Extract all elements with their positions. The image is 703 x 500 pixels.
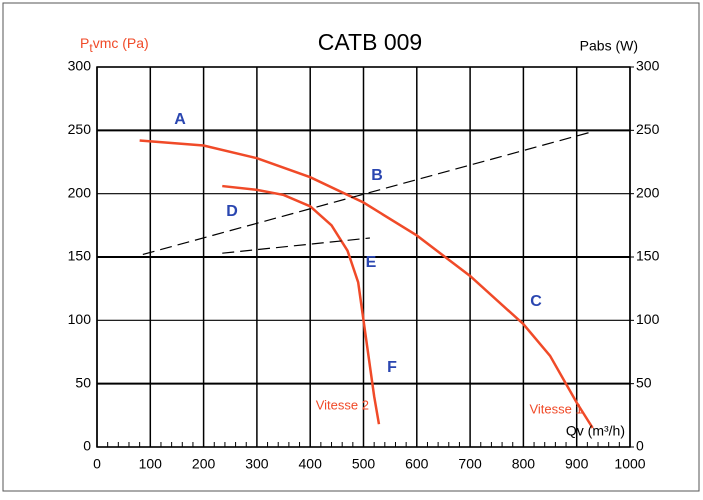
y-tick-label: 100	[68, 311, 92, 327]
curve-label: Vitesse 1	[529, 401, 582, 416]
point-label: D	[226, 203, 238, 220]
y2-tick-label: 300	[636, 58, 660, 74]
y-tick-label: 250	[68, 121, 92, 137]
frame	[2, 2, 700, 492]
x-tick-label: 900	[565, 456, 589, 472]
label-part: vmc (Pa)	[93, 35, 149, 51]
label-sub: t	[89, 41, 93, 55]
label-part: P	[80, 35, 89, 51]
x-axis-label: Qv (m³/h)	[566, 423, 625, 439]
point-label: C	[530, 293, 542, 310]
y2-tick-label: 200	[636, 184, 660, 200]
x-tick-label: 600	[405, 456, 429, 472]
x-tick-label: 100	[139, 456, 163, 472]
x-tick-label: 700	[458, 456, 482, 472]
y2-axis-label: Pabs (W)	[580, 38, 638, 54]
y2-tick-label: 150	[636, 248, 660, 264]
y-tick-label: 0	[83, 438, 91, 454]
plot-frame	[96, 66, 631, 448]
point-label: F	[387, 359, 397, 376]
x-tick-label: 500	[352, 456, 376, 472]
power-line	[222, 237, 370, 254]
curve	[222, 184, 381, 425]
curve-label: Vitesse 2	[316, 398, 369, 413]
y-tick-label: 300	[68, 58, 92, 74]
point-label: B	[371, 167, 383, 184]
curve	[139, 139, 594, 429]
y-tick-label: 150	[68, 248, 92, 264]
power-line	[142, 131, 593, 256]
y2-tick-label: 50	[636, 374, 652, 390]
y-tick-label: 200	[68, 184, 92, 200]
y-axis-label: Ptvmc (Pa)	[80, 35, 149, 55]
point-label: E	[366, 254, 377, 271]
x-tick-label: 200	[192, 456, 216, 472]
y2-tick-label: 250	[636, 121, 660, 137]
y2-tick-label: 100	[636, 311, 660, 327]
x-tick-label: 300	[245, 456, 269, 472]
x-tick-label: 0	[93, 456, 101, 472]
x-tick-label: 800	[512, 456, 536, 472]
y-tick-label: 50	[75, 374, 91, 390]
chart-title: CATB 009	[318, 29, 422, 55]
x-tick-label: 1000	[614, 456, 645, 472]
point-label: A	[174, 111, 186, 128]
y2-tick-label: 0	[636, 438, 644, 454]
x-tick-label: 400	[299, 456, 323, 472]
